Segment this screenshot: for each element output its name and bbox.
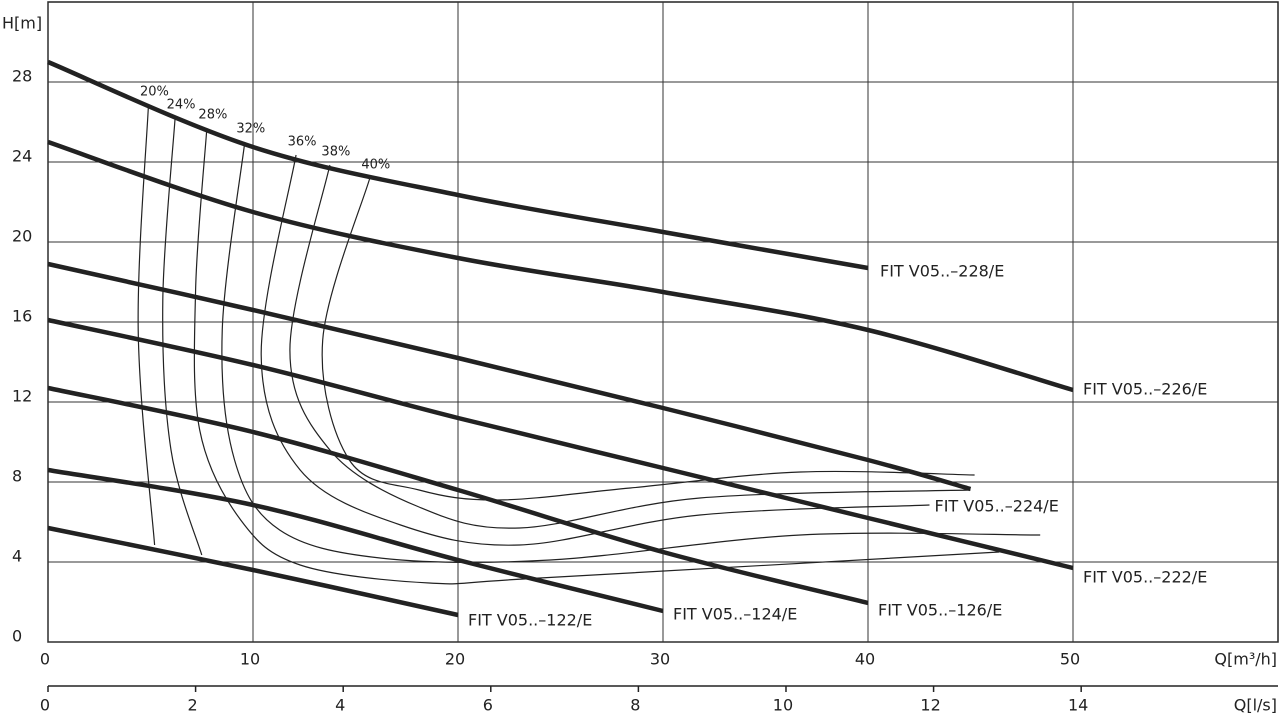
curve-label: FIT V05..–226/E xyxy=(1083,380,1207,399)
pump-curve xyxy=(47,317,1074,571)
x2-tick-label: 14 xyxy=(1068,696,1088,715)
efficiency-label: 36% xyxy=(288,135,317,150)
x-tick-label: 20 xyxy=(445,650,465,669)
y-tick-label: 0 xyxy=(12,627,22,646)
efficiency-curve xyxy=(289,164,971,529)
efficiency-label: 24% xyxy=(167,98,196,113)
x2-axis-label: Q[l/s] xyxy=(1234,696,1277,715)
x2-tick-label: 12 xyxy=(920,696,940,715)
curve-label: FIT V05..–228/E xyxy=(880,262,1004,281)
efficiency-curve xyxy=(260,154,930,546)
x2-tick-label: 2 xyxy=(188,696,198,715)
curve-label: FIT V05..–122/E xyxy=(468,611,592,630)
efficiency-label: 20% xyxy=(140,85,169,100)
pump-curve xyxy=(47,525,459,618)
efficiency-label: 40% xyxy=(361,158,390,173)
x2-tick-label: 4 xyxy=(335,696,345,715)
x2-tick-label: 0 xyxy=(40,696,50,715)
efficiency-label: 32% xyxy=(236,122,265,137)
curve-label: FIT V05..–222/E xyxy=(1083,568,1207,587)
y-tick-label: 28 xyxy=(12,67,32,86)
y-tick-label: 12 xyxy=(12,387,32,406)
y-tick-label: 8 xyxy=(12,467,22,486)
x-tick-label: 0 xyxy=(40,650,50,669)
pump-curve xyxy=(47,467,664,614)
pump-curve xyxy=(47,59,869,271)
pump-curve xyxy=(47,385,869,606)
efficiency-label: 28% xyxy=(198,108,227,123)
curve-label: FIT V05..–126/E xyxy=(878,601,1002,620)
y-tick-label: 16 xyxy=(12,307,32,326)
pump-curve xyxy=(47,261,972,492)
efficiency-curve xyxy=(321,177,975,501)
curve-label: FIT V05..–224/E xyxy=(935,497,1059,516)
y-tick-label: 4 xyxy=(12,547,22,566)
x-tick-label: 10 xyxy=(240,650,260,669)
x-tick-label: 40 xyxy=(855,650,875,669)
y-tick-label: 20 xyxy=(12,227,32,246)
y-axis-label: H[m] xyxy=(2,14,42,33)
efficiency-curve xyxy=(162,117,203,556)
y-tick-label: 24 xyxy=(12,147,32,166)
x2-tick-label: 10 xyxy=(773,696,793,715)
curve-label: FIT V05..–124/E xyxy=(673,605,797,624)
efficiency-curve xyxy=(221,141,1041,563)
x-tick-label: 30 xyxy=(650,650,670,669)
efficiency-curve xyxy=(193,127,1000,585)
x-tick-label: 50 xyxy=(1060,650,1080,669)
x-axis-label: Q[m³/h] xyxy=(1214,650,1277,669)
pump-curve xyxy=(47,139,1074,393)
efficiency-curve xyxy=(137,104,156,546)
x2-tick-label: 8 xyxy=(630,696,640,715)
efficiency-label: 38% xyxy=(321,145,350,160)
x2-tick-label: 6 xyxy=(483,696,493,715)
